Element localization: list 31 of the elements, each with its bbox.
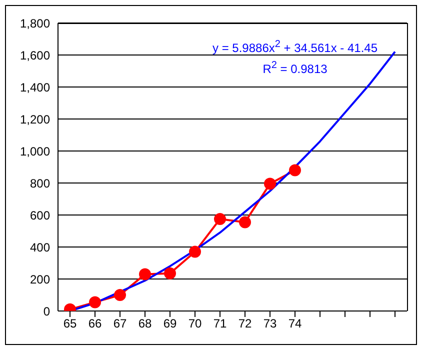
point — [289, 164, 301, 176]
x-tick-label: 66 — [88, 316, 102, 331]
point — [214, 213, 226, 225]
x-tick-label: 65 — [63, 316, 77, 331]
point — [239, 216, 251, 228]
x-tick-label: 68 — [138, 316, 152, 331]
point — [164, 267, 176, 280]
point — [89, 296, 101, 308]
y-tick-label: 200 — [30, 272, 50, 286]
y-tick-label: 1,000 — [20, 144, 50, 158]
x-tick-label: 67 — [113, 316, 127, 331]
y-tick-label: 400 — [30, 240, 50, 254]
x-tick-label: 74 — [288, 316, 302, 331]
x-tick-label: 73 — [263, 316, 277, 331]
point — [114, 289, 126, 301]
y-tick-label: 1,200 — [20, 112, 50, 126]
point — [189, 246, 201, 258]
x-tick-label: 71 — [213, 316, 227, 331]
y-tick-label: 800 — [30, 176, 50, 190]
y-tick-label: 1,800 — [20, 16, 50, 30]
point — [139, 268, 151, 280]
y-tick-label: 1,400 — [20, 80, 50, 94]
point — [264, 178, 276, 190]
annotation: R$^{2}$ = 0.9813 — [262, 59, 328, 78]
annotation: y = 5.9886x$^{2}$ + 34.561x - 41.45 — [211, 38, 379, 57]
x-tick-label: 70 — [188, 316, 202, 331]
y-tick-label: 1,600 — [20, 48, 50, 62]
x-tick-label: 69 — [163, 316, 177, 331]
y-tick-label: 0 — [43, 304, 50, 318]
x-tick-label: 72 — [238, 316, 252, 331]
y-tick-label: 600 — [30, 208, 50, 222]
